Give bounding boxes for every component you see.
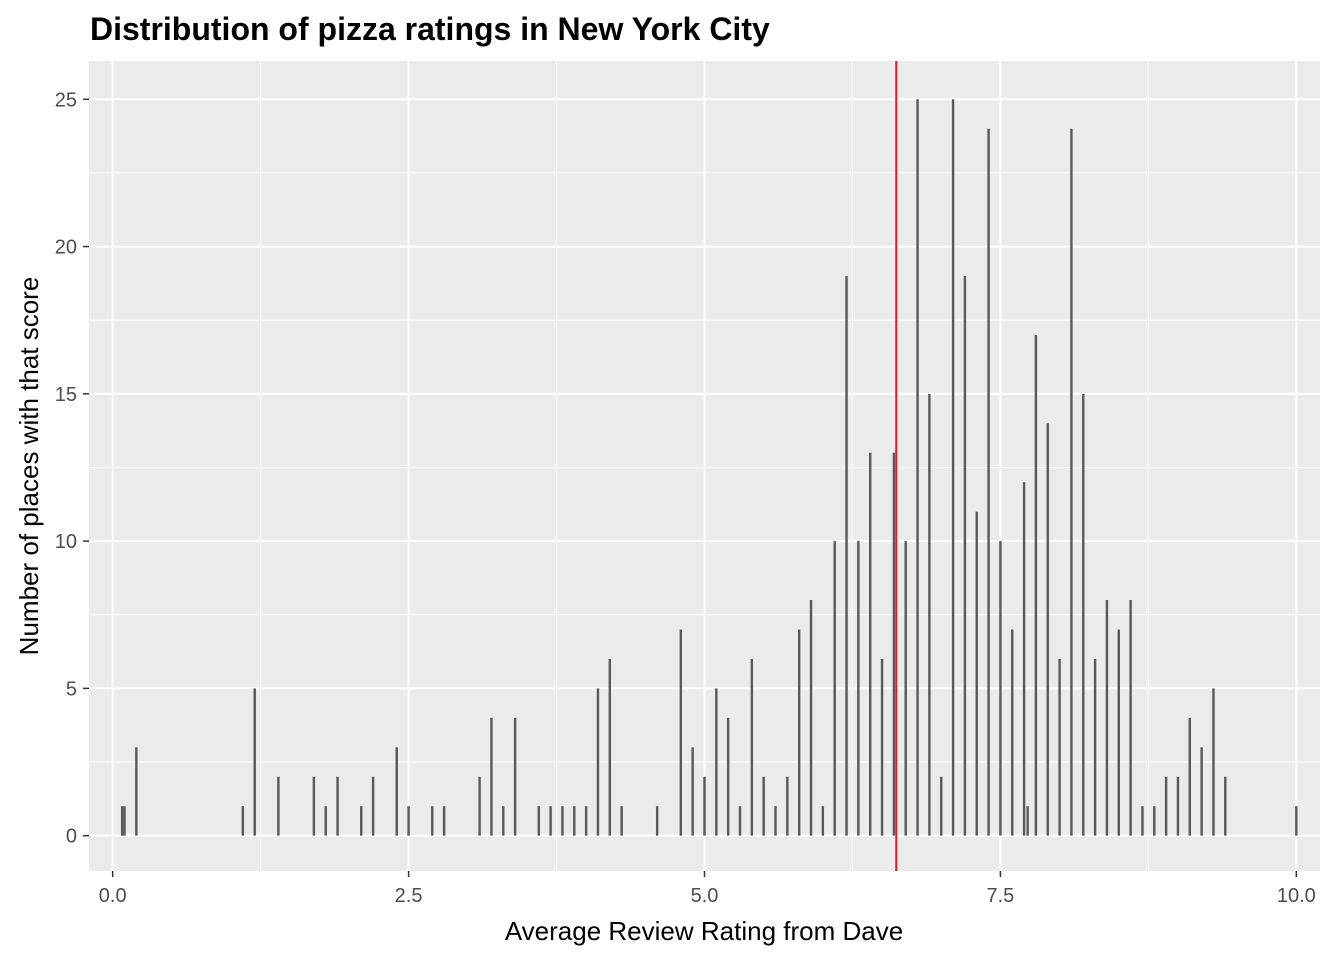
bar [703, 776, 706, 836]
bar [123, 806, 126, 836]
bar [1093, 658, 1097, 836]
bar [1141, 806, 1144, 836]
bar [277, 776, 280, 836]
bar [537, 806, 540, 836]
bar [1153, 806, 1156, 836]
y-tick-label: 25 [55, 89, 77, 111]
bar [561, 806, 564, 836]
bar [478, 776, 481, 836]
bar [999, 541, 1002, 836]
bar [892, 452, 896, 836]
y-axis-label: Number of places with that score [14, 277, 44, 656]
bar [1026, 806, 1029, 836]
x-tick-label: 5.0 [691, 885, 719, 907]
bar [880, 658, 884, 836]
bar [1058, 658, 1061, 836]
bar [1164, 776, 1168, 836]
bar [928, 393, 931, 836]
bar [738, 806, 742, 836]
chart-title: Distribution of pizza ratings in New Yor… [90, 11, 770, 47]
y-tick-label: 10 [55, 531, 77, 553]
x-tick-label: 0.0 [99, 885, 127, 907]
y-tick-label: 20 [55, 237, 77, 259]
bar [490, 717, 493, 836]
bar [1176, 776, 1180, 836]
bar [620, 806, 623, 836]
bar [407, 806, 410, 836]
bar [762, 776, 765, 836]
bar [845, 276, 848, 836]
bar [431, 806, 434, 836]
bar [821, 806, 825, 836]
x-axis-label: Average Review Rating from Dave [505, 916, 903, 946]
bar [987, 128, 990, 836]
bar [135, 747, 138, 836]
bar [1200, 747, 1203, 836]
x-tick-label: 10.0 [1277, 885, 1316, 907]
bar [442, 806, 446, 836]
bar [608, 658, 612, 836]
y-tick-label: 15 [55, 384, 77, 406]
bar [120, 806, 124, 836]
bar [1224, 776, 1227, 836]
bar [324, 806, 327, 836]
bar [1117, 629, 1120, 836]
bar [809, 600, 813, 836]
bars [120, 99, 1298, 836]
bar [833, 541, 836, 836]
bar [1011, 629, 1014, 836]
bar [1082, 393, 1085, 836]
bar [241, 806, 245, 836]
bar [502, 806, 505, 836]
bar [691, 747, 694, 836]
bar [573, 806, 576, 836]
bar [312, 776, 316, 836]
bar [1129, 600, 1132, 836]
bar [715, 688, 718, 836]
x-tick-label: 7.5 [987, 885, 1015, 907]
bar [869, 452, 872, 836]
bar [655, 806, 659, 836]
bar [513, 717, 517, 836]
bar [1046, 423, 1049, 836]
bar [975, 511, 978, 836]
bar [360, 806, 363, 836]
bar [1295, 806, 1298, 836]
bar [253, 688, 256, 836]
bar [786, 776, 789, 836]
bar [1188, 717, 1191, 836]
bar [940, 776, 943, 836]
bar [1034, 334, 1038, 836]
bar [336, 776, 339, 836]
bar [679, 629, 683, 836]
bar [904, 541, 907, 836]
bar [774, 806, 777, 836]
bar [1022, 482, 1026, 836]
bar [1070, 128, 1073, 836]
bar [797, 629, 801, 836]
bar [750, 658, 754, 836]
bar [916, 99, 919, 836]
bar [1105, 600, 1109, 836]
bar [371, 776, 375, 836]
bar [1212, 688, 1215, 836]
x-axis: 0.0 2.5 5.0 7.5 10.0 [99, 871, 1316, 907]
bar [596, 688, 600, 836]
y-axis: 0 5 10 15 20 25 [55, 89, 89, 848]
bar [963, 276, 967, 836]
y-tick-label: 5 [66, 678, 77, 700]
x-tick-label: 2.5 [395, 885, 423, 907]
bar [857, 541, 860, 836]
bar [726, 717, 730, 836]
bar [395, 747, 398, 836]
bar [549, 806, 552, 836]
y-tick-label: 0 [66, 826, 77, 848]
bar [584, 806, 588, 836]
bar [951, 99, 955, 836]
